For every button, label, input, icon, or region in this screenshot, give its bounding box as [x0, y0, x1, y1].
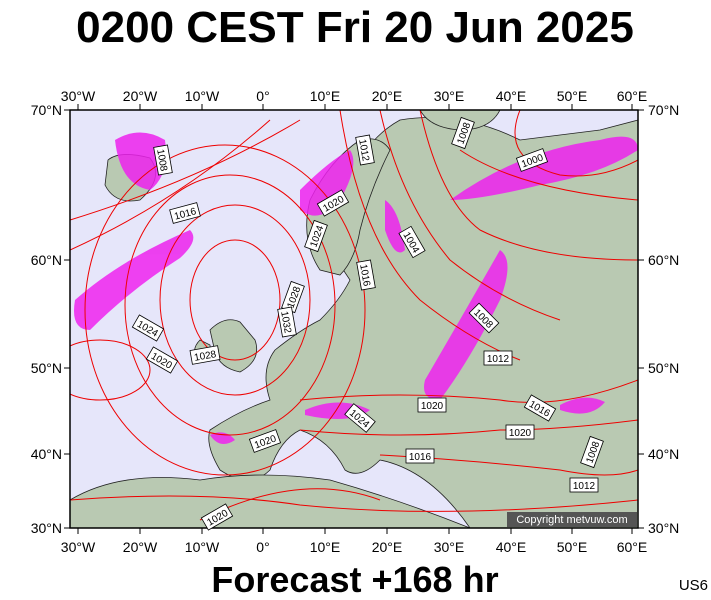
- label-box: [145, 346, 179, 374]
- lon-label: 30°E: [434, 539, 465, 555]
- lat-label: 70°N: [31, 102, 62, 118]
- isobar-label: 1008: [153, 144, 173, 176]
- isobars: [70, 110, 638, 521]
- model-code: US6: [679, 577, 708, 594]
- isobar-value: 1012: [573, 481, 596, 492]
- lon-label: 30°E: [434, 88, 465, 104]
- lon-label: 10°W: [185, 539, 220, 555]
- label-box: [523, 394, 557, 422]
- lat-label: 40°N: [648, 446, 679, 462]
- label-box: [505, 424, 535, 440]
- label-box: [580, 435, 604, 469]
- label-box: [169, 202, 201, 224]
- lon-label: 10°E: [310, 539, 341, 555]
- isobar-value: 1012: [356, 138, 371, 162]
- lat-label: 30°N: [648, 520, 679, 536]
- isobar-label: 1012: [483, 350, 513, 366]
- label-box: [344, 403, 376, 433]
- isobar-label: 1004: [398, 225, 426, 259]
- lon-label: 40°E: [496, 539, 527, 555]
- label-box: [248, 429, 282, 453]
- lat-label: 60°N: [648, 252, 679, 268]
- label-box: [398, 225, 426, 259]
- lon-label: 50°E: [557, 539, 588, 555]
- label-box: [356, 259, 376, 291]
- isobar-value: 1016: [409, 452, 432, 463]
- label-box: [189, 345, 221, 365]
- isobar-value: 1008: [154, 148, 169, 172]
- isobar-label: 1012: [355, 134, 375, 166]
- isobar-label: 1028: [189, 345, 221, 365]
- lon-label: 20°W: [123, 88, 158, 104]
- label-box: [277, 306, 297, 338]
- copyright-box: [507, 512, 637, 527]
- isobar-label: 1016: [356, 259, 376, 291]
- lon-label: 20°E: [372, 539, 403, 555]
- lon-label: 0°: [256, 539, 269, 555]
- isobar-label: 1016: [405, 448, 435, 464]
- label-box: [304, 219, 328, 253]
- isobar-label: 1020: [505, 424, 535, 440]
- lon-label: 10°E: [310, 88, 341, 104]
- label-box: [515, 148, 549, 172]
- isobar-value: 1032: [278, 310, 293, 334]
- isobar-label: 1012: [569, 477, 599, 493]
- ticks: 30°W 30°W 20°W 20°W 10°W 10°W 0° 0° 10°E 10°E 20°E…: [31, 88, 680, 555]
- label-box: [417, 397, 447, 413]
- label-box: [153, 144, 173, 176]
- label-box: [316, 189, 350, 217]
- label-box: [451, 116, 475, 150]
- isobar-value: 1016: [357, 263, 372, 287]
- copyright: Copyright metvuw.com: [516, 514, 627, 526]
- label-box: [468, 302, 500, 334]
- isobar-label: 1020: [417, 397, 447, 413]
- lat-label: 60°N: [31, 252, 62, 268]
- label-box: [355, 134, 375, 166]
- label-box: [131, 314, 165, 342]
- lat-label: 40°N: [31, 446, 62, 462]
- lon-label: 20°E: [372, 88, 403, 104]
- isobar-value: 1020: [421, 401, 444, 412]
- label-box: [569, 477, 599, 493]
- lat-label: 70°N: [648, 102, 679, 118]
- map-frame: [69, 109, 639, 529]
- isobar-value: 1012: [487, 354, 510, 365]
- lon-label: 60°E: [617, 88, 648, 104]
- isobar-value: 1028: [193, 349, 217, 364]
- title: 0200 CEST Fri 20 Jun 2025: [76, 3, 634, 52]
- lon-label: 10°W: [185, 88, 220, 104]
- lon-label: 30°W: [61, 539, 96, 555]
- isobar-label: 1016: [169, 202, 201, 224]
- lat-label: 50°N: [648, 360, 679, 376]
- lon-label: 60°E: [617, 539, 648, 555]
- lat-label: 30°N: [31, 520, 62, 536]
- label-box: [483, 350, 513, 366]
- lon-label: 40°E: [496, 88, 527, 104]
- lat-label: 50°N: [31, 360, 62, 376]
- lon-label: 20°W: [123, 539, 158, 555]
- isobar-value: 1020: [509, 428, 532, 439]
- label-box: [200, 503, 234, 531]
- lon-label: 30°W: [61, 88, 96, 104]
- forecast-label: Forecast +168 hr: [211, 559, 498, 600]
- label-box: [405, 448, 435, 464]
- lon-label: 50°E: [557, 88, 588, 104]
- lon-label: 0°: [256, 88, 269, 104]
- isobar-label: 1032: [277, 306, 297, 338]
